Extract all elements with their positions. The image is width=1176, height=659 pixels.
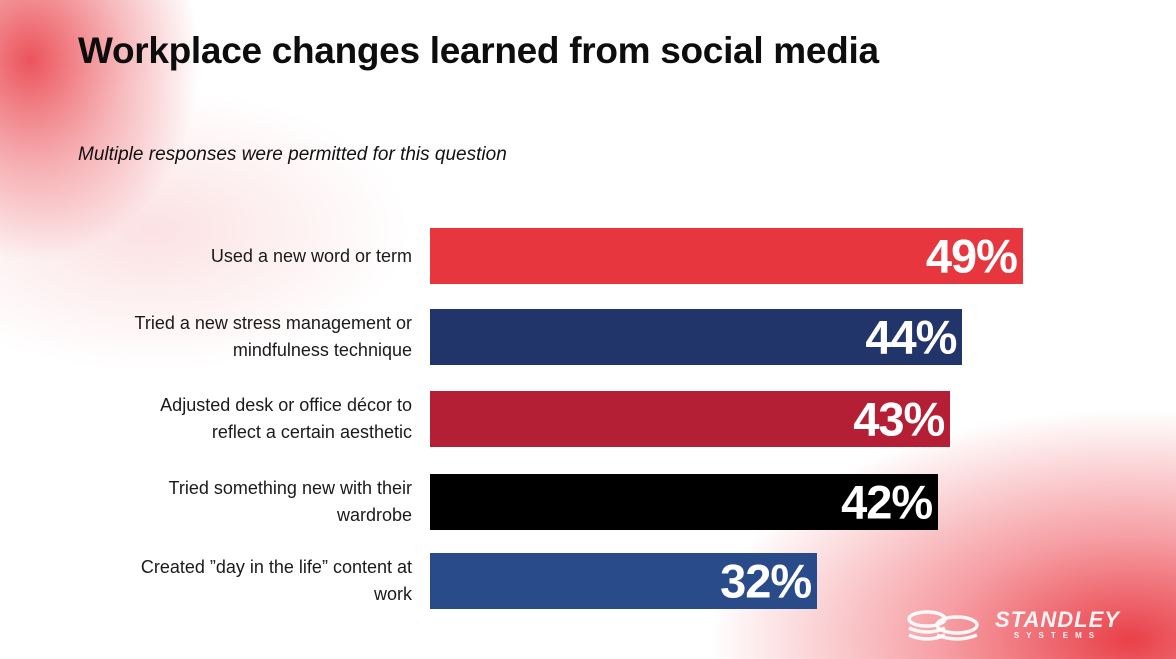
category-label-line: Tried a new stress management or — [134, 313, 412, 333]
chart-title: Workplace changes learned from social me… — [78, 30, 879, 71]
bar: 32% — [430, 553, 818, 609]
logo-name: STANDLEY — [995, 607, 1120, 632]
category-label: Used a new word or term — [52, 243, 412, 270]
category-label: Tried a new stress management or mindfuln… — [52, 310, 412, 364]
category-label-line: Created ”day in the life” content at — [140, 557, 412, 577]
bar: 44% — [430, 309, 963, 365]
category-label-line: Tried something new with their — [168, 478, 412, 498]
standley-systems-logo: STANDLEY SYSTEMS — [905, 608, 1120, 642]
category-label-line: work — [373, 584, 412, 604]
category-label-line: reflect a certain aesthetic — [211, 422, 412, 442]
category-label: Tried something new with their wardrobe — [52, 475, 412, 529]
bar: 49% — [430, 228, 1023, 284]
bar-value-label: 42% — [841, 475, 933, 529]
category-label-line: Adjusted desk or office décor to — [160, 395, 412, 415]
bar-value-label: 49% — [925, 229, 1018, 283]
bar-value-label: 32% — [720, 554, 812, 608]
logo-subtitle: SYSTEMS — [1013, 631, 1102, 640]
category-label-line: wardrobe — [336, 505, 412, 525]
bar-value-label: 43% — [853, 392, 945, 446]
bar-value-label: 44% — [865, 310, 957, 364]
category-label-line: mindfulness technique — [232, 340, 412, 360]
chart-subtitle: Multiple responses were permitted for th… — [78, 144, 507, 165]
bar: 43% — [430, 391, 951, 447]
category-label: Adjusted desk or office décor to reflect … — [52, 392, 412, 446]
logo-icon — [907, 610, 979, 641]
category-label: Created ”day in the life” content at work — [52, 554, 412, 608]
bar: 42% — [430, 474, 939, 530]
category-label-line: Used a new word or term — [210, 245, 412, 266]
